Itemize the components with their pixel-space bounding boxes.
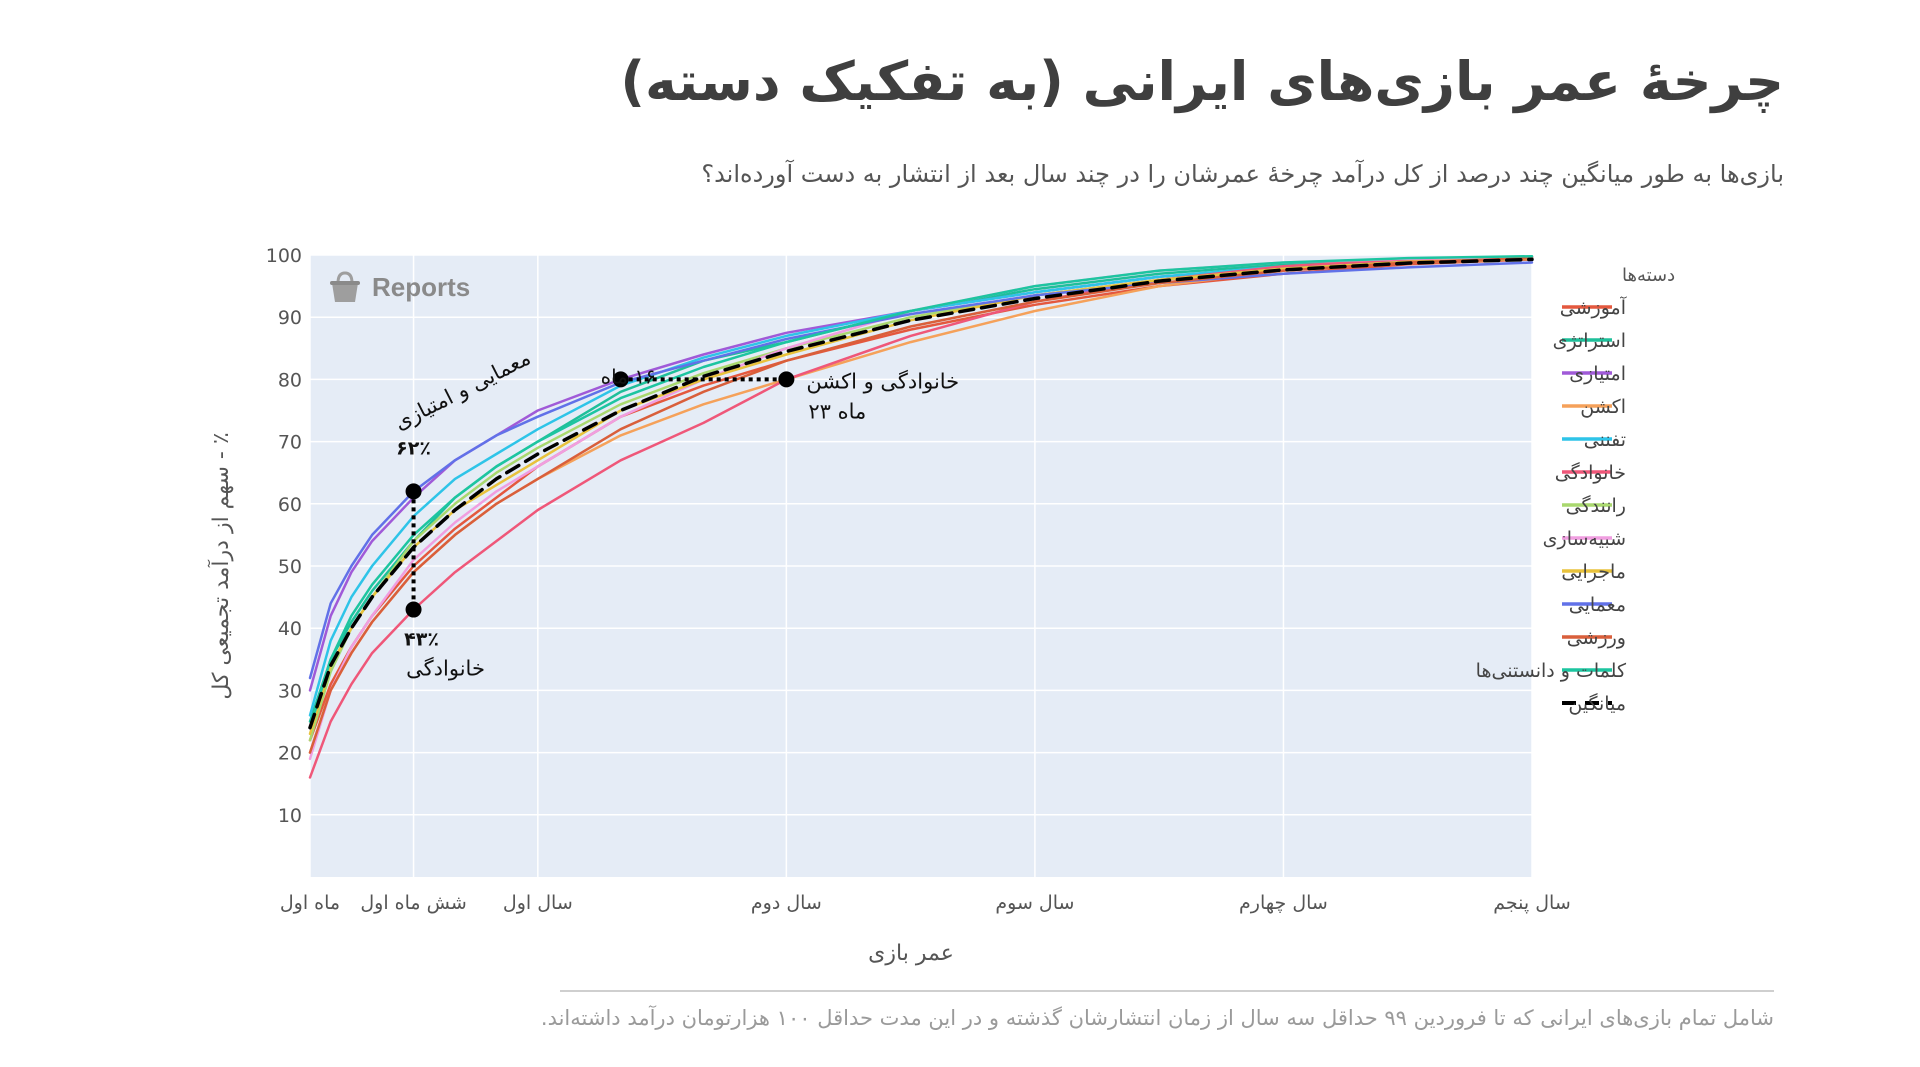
footer-note: شامل تمام بازی‌های ایرانی که تا فروردین … [540,1006,1774,1030]
legend: دسته‌ها آموزشی استراتژی امتیازی اکشن تفننی خان… [1476,265,1676,715]
annotation-marker [778,371,795,388]
annotation-label-16-months: ۱۶ ماه [601,364,656,388]
legend-item-label: استراتژی [1553,330,1626,352]
legend-item-label: آموزشی [1560,295,1627,319]
y-tick-label: 50 [278,556,302,578]
x-tick-label: سال سوم [995,892,1074,914]
annotation-label-family-action: خانوادگی و اکشن [806,369,959,393]
y-tick-label: 60 [278,494,302,516]
x-tick-label: سال چهارم [1239,892,1328,914]
annotation-label-family: خانوادگی [406,657,485,681]
y-tick-label: 70 [278,432,302,454]
x-tick-label: سال اول [503,892,573,914]
legend-item-label: رانندگی [1566,494,1626,517]
x-tick-label: شش ماه اول [360,892,466,914]
x-tick-label: سال پنجم [1493,892,1570,914]
watermark: Reports [326,268,470,306]
x-tick-label: ماه اول [280,892,340,914]
y-axis-title: ٪ - سهم از درآمد تجمیعی کل [207,432,234,699]
legend-item-label: کلمات و دانستنی‌ها [1476,660,1627,682]
footer-divider [560,990,1774,992]
annotation-marker [612,371,629,388]
legend-item-label: اکشن [1580,396,1626,418]
legend-item-label: میانگین [1568,692,1626,715]
watermark-text: Reports [372,271,471,302]
legend-item-label: شبیه‌سازی [1543,528,1626,550]
annotation-label-23-months: ۲۳ ماه [808,399,866,423]
basket-logo-icon [330,271,360,302]
y-tick-label: 90 [278,307,302,329]
annotation-marker [405,483,422,500]
legend-item-label: معمایی [1569,594,1626,616]
y-tick-label: 10 [278,805,302,827]
annotation-marker [405,601,422,618]
legend-title: دسته‌ها [1622,265,1675,286]
chart-title: چرخۀ عمر بازی‌های ایرانی (به تفکیک دسته) [620,50,1784,113]
series-line [308,255,1534,723]
y-tick-label: 80 [278,369,302,391]
y-tick-label: 40 [278,618,302,640]
legend-item-label: تفننی [1584,429,1626,451]
legend-item-label: ماجرایی [1561,561,1626,583]
legend-item-label: امتیازی [1569,363,1626,385]
series-line [308,254,1534,729]
y-tick-label: 20 [278,743,302,765]
x-tick-label: سال دوم [751,892,822,914]
x-axis-title: عمر بازی [868,941,954,966]
legend-item-label: ورزشی [1567,627,1626,649]
series-line [308,257,1534,730]
y-tick-label: 30 [278,680,302,702]
annotation-value-62: ۶۲٪ [396,437,431,459]
annotation-value-43: ۴۳٪ [404,629,439,651]
y-tick-label: 100 [266,245,302,267]
chart-subtitle: بازی‌ها به طور میانگین چند درصد از کل در… [701,160,1784,188]
legend-item-label: خانوادگی [1555,461,1626,484]
